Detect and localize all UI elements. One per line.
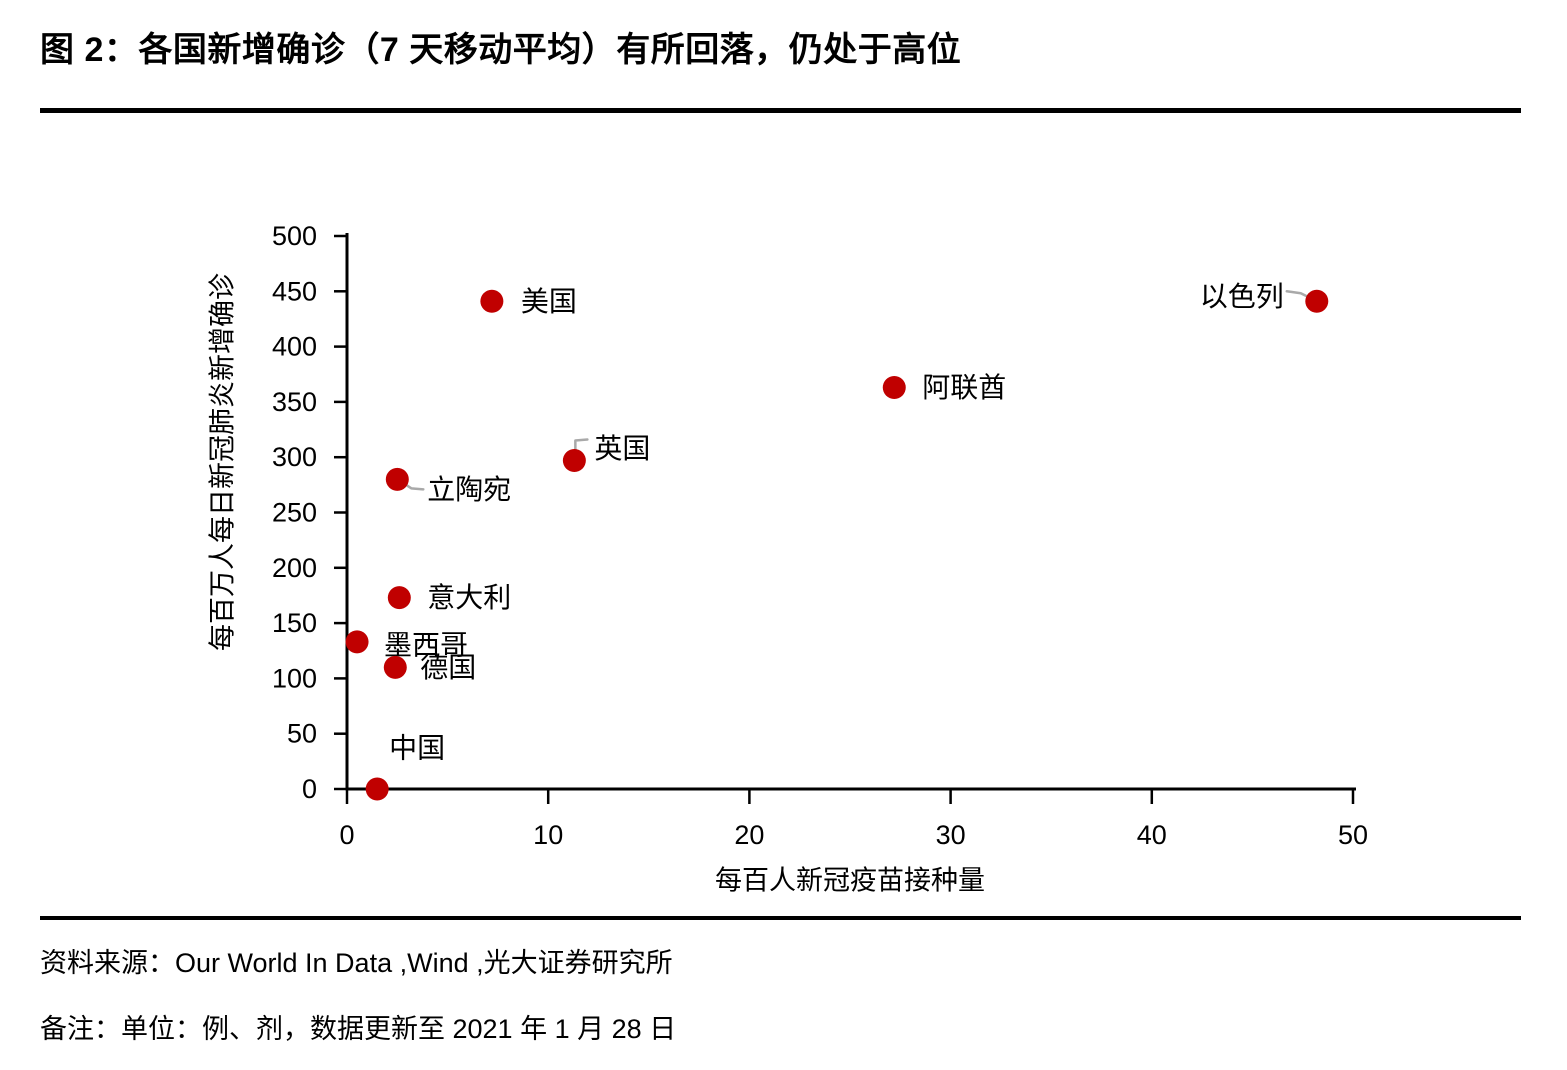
point-label: 中国	[389, 733, 445, 764]
point-label: 墨西哥	[384, 629, 468, 660]
data-point	[385, 467, 409, 491]
point-label: 意大利	[427, 582, 511, 613]
y-axis-title: 每百万人每日新冠肺炎新增确诊	[207, 273, 238, 651]
data-point	[383, 655, 407, 679]
y-tick-label: 500	[272, 221, 317, 251]
x-tick-label: 10	[533, 820, 563, 850]
x-tick-label: 0	[339, 820, 354, 850]
point-label: 德国	[420, 652, 476, 683]
point-label: 立陶宛	[427, 474, 511, 505]
data-point	[882, 376, 906, 400]
note-text: 备注：单位：例、剂，数据更新至 2021 年 1 月 28 日	[40, 1014, 677, 1044]
y-tick-label: 350	[272, 387, 317, 417]
data-point	[365, 777, 389, 801]
x-tick-label: 50	[1338, 820, 1368, 850]
y-tick-label: 300	[272, 442, 317, 472]
y-tick-label: 150	[272, 608, 317, 638]
y-tick-label: 450	[272, 276, 317, 306]
data-point	[562, 449, 586, 473]
y-tick-label: 250	[272, 498, 317, 528]
x-tick-label: 40	[1137, 820, 1167, 850]
x-axis-title: 每百人新冠疫苗接种量	[715, 865, 985, 896]
data-point	[480, 289, 504, 313]
point-label: 以色列	[1200, 281, 1284, 312]
x-tick-label: 20	[734, 820, 764, 850]
data-point	[387, 586, 411, 610]
y-tick-label: 100	[272, 663, 317, 693]
footer-divider	[40, 916, 1521, 920]
figure-title: 图 2：各国新增确诊（7 天移动平均）有所回落，仍处于高位	[40, 31, 962, 69]
data-point	[1305, 289, 1329, 313]
y-tick-label: 400	[272, 332, 317, 362]
y-tick-label: 0	[302, 774, 317, 804]
x-tick-label: 30	[936, 820, 966, 850]
y-tick-label: 50	[287, 719, 317, 749]
title-divider	[40, 108, 1521, 113]
point-label: 英国	[594, 433, 650, 464]
y-tick-label: 200	[272, 553, 317, 583]
data-point	[345, 630, 369, 654]
point-label: 美国	[521, 286, 577, 317]
point-label: 阿联酋	[922, 372, 1006, 403]
source-text: 资料来源：Our World In Data ,Wind ,光大证券研究所	[40, 948, 673, 978]
